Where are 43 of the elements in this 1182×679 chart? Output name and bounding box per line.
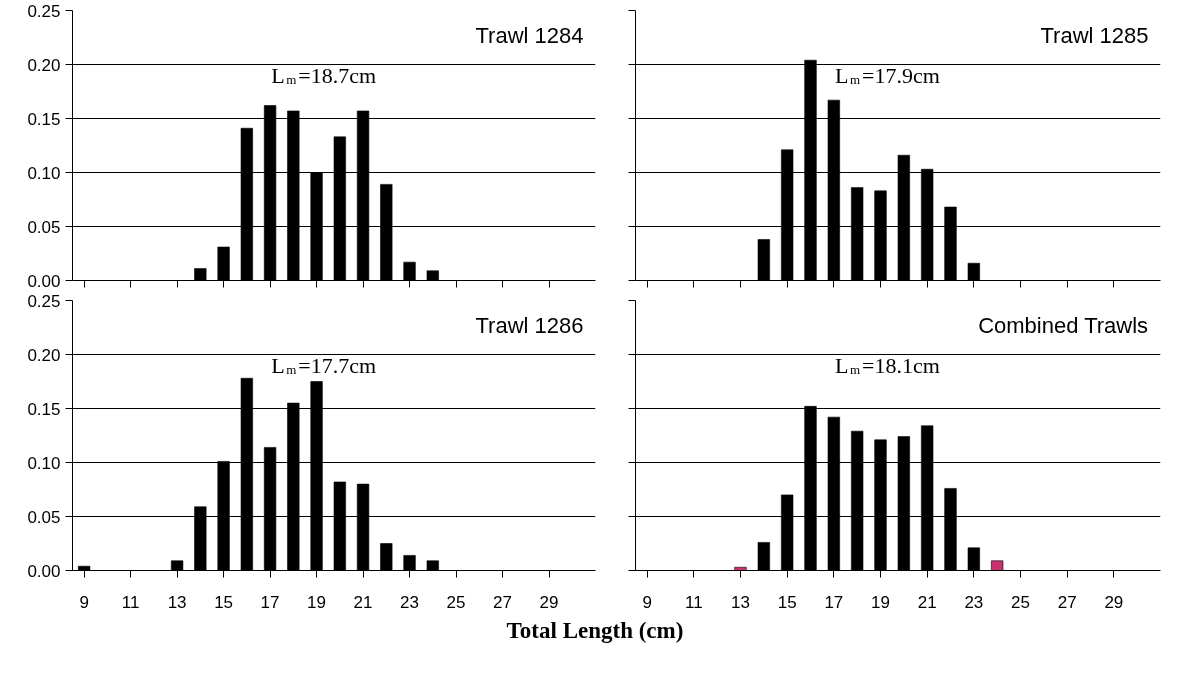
y-tick-label: 0.25	[27, 291, 61, 311]
x-tick-label: 21	[353, 592, 373, 612]
x-tick-label: 15	[214, 592, 234, 612]
annotation: Lm=18.7cm	[271, 62, 377, 88]
x-tick-label: 13	[731, 592, 750, 612]
x-tick-label: 23	[400, 592, 420, 612]
text: Trawl 1286	[475, 312, 584, 338]
x-tick-label: 25	[446, 592, 466, 612]
x-tick-label: 29	[539, 592, 559, 612]
x-tick-label: 11	[121, 592, 140, 612]
y-tick-label: 0.00	[27, 561, 61, 581]
x-tick-label: 27	[493, 592, 512, 612]
y-tick-label: 0.00	[27, 271, 61, 291]
y-tick-label: 0.10	[27, 163, 61, 183]
y-tick-label: 0.15	[27, 109, 61, 129]
x-tick-label: 15	[777, 592, 797, 612]
x-tick-label: 27	[1057, 592, 1077, 612]
annotation: Lm=17.9cm	[835, 62, 940, 88]
x-tick-label: 25	[1011, 592, 1030, 612]
annotation: Lm=18.1cm	[835, 352, 940, 378]
x-tick-label: 19	[871, 592, 890, 612]
x-tick-label: 13	[167, 592, 187, 612]
text: Trawl 1285	[1040, 22, 1149, 48]
x-tick-label: 29	[1104, 592, 1124, 612]
x-tick-label: 17	[824, 592, 844, 612]
x-tick-label: 19	[307, 592, 327, 612]
x-axis-title: Total Length (cm)	[506, 617, 684, 645]
x-tick-label: 21	[917, 592, 937, 612]
y-tick-label: 0.20	[27, 55, 61, 75]
x-tick-label: 9	[642, 592, 652, 612]
y-tick-label: 0.05	[27, 507, 61, 527]
annotation: Lm=17.7cm	[271, 352, 377, 378]
y-tick-label: 0.25	[27, 1, 61, 21]
text: Combined Trawls	[978, 312, 1149, 338]
text: Trawl 1284	[475, 22, 584, 48]
x-tick-label: 11	[685, 592, 703, 612]
y-tick-label: 0.20	[27, 345, 61, 365]
x-tick-label: 9	[79, 592, 89, 612]
y-tick-label: 0.15	[27, 399, 61, 419]
x-tick-label: 17	[260, 592, 280, 612]
x-tick-label: 23	[964, 592, 984, 612]
y-tick-label: 0.10	[27, 453, 61, 473]
y-tick-label: 0.05	[27, 217, 61, 237]
